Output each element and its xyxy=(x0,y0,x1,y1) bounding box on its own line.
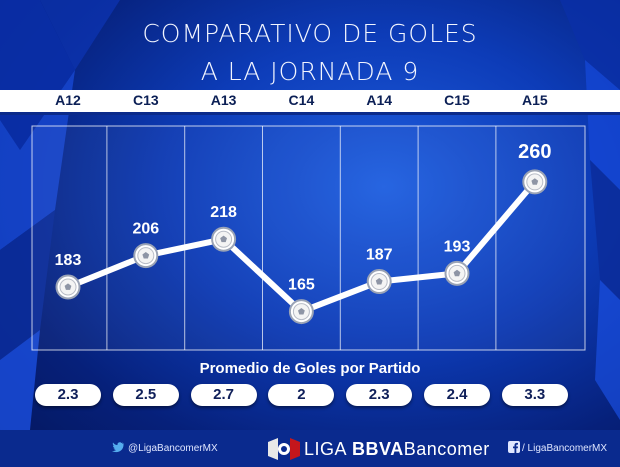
average-pill: 2.3 xyxy=(35,384,101,406)
soccer-ball-icon xyxy=(288,299,314,325)
soccer-ball-icon xyxy=(133,243,159,269)
chart-title-line-1: COMPARATIVO DE GOLES xyxy=(142,19,478,48)
average-pill: 2.5 xyxy=(112,384,179,406)
category-label: A15 xyxy=(521,92,548,108)
brand-logo: LIGA BBVA Bancomer xyxy=(264,434,490,464)
average-pill: 2.3 xyxy=(346,384,413,406)
chart-title-line-2: A LA JORNADA 9 xyxy=(200,57,420,86)
data-label: 183 xyxy=(55,252,82,269)
category-label: A12 xyxy=(55,92,81,108)
data-label: 193 xyxy=(444,238,471,255)
brand-liga: LIGA xyxy=(304,438,348,459)
data-label: 260 xyxy=(518,141,551,163)
average-pill: 2.4 xyxy=(424,384,490,406)
soccer-ball-icon xyxy=(522,169,548,195)
liga-logo-icon xyxy=(268,438,300,460)
category-label: A14 xyxy=(366,92,393,108)
average-pill: 3.3 xyxy=(501,384,568,406)
average-pill: 2 xyxy=(268,384,335,406)
category-label: C14 xyxy=(288,92,315,108)
soccer-ball-icon xyxy=(366,269,392,295)
data-label: 218 xyxy=(210,204,237,221)
twitter-handle[interactable]: @LigaBancomerMX xyxy=(128,443,218,454)
category-header-bar xyxy=(0,90,620,115)
facebook-icon[interactable] xyxy=(508,441,520,453)
average-pill: 2.7 xyxy=(190,384,257,406)
data-label: 206 xyxy=(132,221,159,238)
data-label: 165 xyxy=(288,277,315,294)
brand-bancomer: Bancomer xyxy=(403,438,490,459)
category-label: A13 xyxy=(210,92,237,108)
soccer-ball-icon xyxy=(211,226,237,252)
brand-bbva: BBVA xyxy=(352,438,404,459)
category-label: C13 xyxy=(132,92,159,108)
twitter-icon[interactable] xyxy=(112,441,125,453)
data-label: 187 xyxy=(366,247,393,264)
soccer-ball-icon xyxy=(55,274,81,300)
averages-subtitle: Promedio de Goles por Partido xyxy=(199,360,421,377)
facebook-handle[interactable]: / LigaBancomerMX xyxy=(522,443,608,454)
soccer-ball-icon xyxy=(444,260,470,286)
category-label: C15 xyxy=(444,92,470,108)
